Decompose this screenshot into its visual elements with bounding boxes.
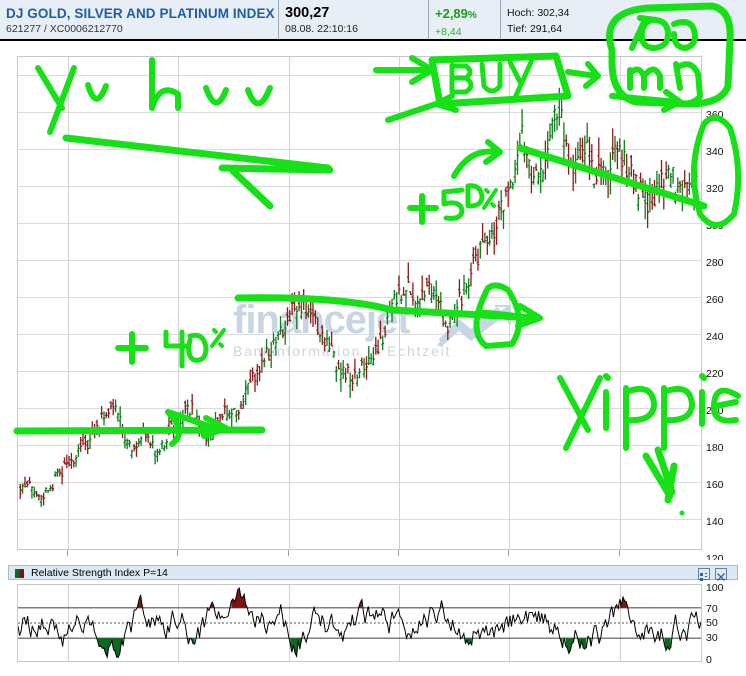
rsi-settings-button[interactable]: [698, 568, 710, 581]
ytick-360: 360: [706, 109, 724, 121]
ytick-260: 260: [706, 294, 724, 306]
rsi-ytick-70: 70: [706, 603, 718, 615]
instrument-cell: DJ GOLD, SILVER AND PLATINUM INDEX 62127…: [0, 0, 279, 39]
day-high: Hoch: 302,34: [507, 7, 570, 19]
ytick-280: 280: [706, 257, 724, 269]
xtick-2005: [398, 550, 399, 556]
price-chart-panel: financejet Bankinformation in Echtzeit 3…: [0, 41, 746, 599]
gridline-year-2007: [620, 57, 621, 549]
gridline-160: [18, 445, 701, 446]
xtick-2003: [177, 550, 178, 556]
xtick-2007: [619, 550, 620, 556]
xtick-2004: [288, 550, 289, 556]
instrument-name: DJ GOLD, SILVER AND PLATINUM INDEX: [6, 6, 275, 21]
gridline-320: [18, 149, 701, 150]
gridline-120: [18, 519, 701, 520]
rsi-panel: Relative Strength Index P=14: [0, 560, 746, 676]
rsi-ytick-30: 30: [706, 632, 718, 644]
gridline-180: [18, 408, 701, 409]
rsi-gridline-2002: [68, 585, 69, 661]
gridline-year-2002: [68, 57, 69, 549]
ytick-340: 340: [706, 146, 724, 158]
rsi-ytick-0: 0: [706, 654, 712, 666]
ytick-180: 180: [706, 442, 724, 454]
ytick-200: 200: [706, 405, 724, 417]
change-percent-value: +2,89: [435, 6, 468, 21]
rsi-gridline-2006: [509, 585, 510, 661]
gridline-360: [18, 75, 701, 76]
rsi-ytick-100: 100: [706, 582, 724, 594]
ytick-300: 300: [706, 220, 724, 232]
gridline-220: [18, 334, 701, 335]
last-price-cell: 300,27 08.08. 22:10:16: [279, 0, 429, 39]
ytick-160: 160: [706, 479, 724, 491]
day-low: Tief: 291,64: [507, 23, 563, 35]
percent-sign: %: [467, 10, 477, 21]
rsi-close-button[interactable]: [715, 568, 727, 581]
rsi-ytick-50: 50: [706, 617, 718, 629]
xtick-2002: [67, 550, 68, 556]
grid-icon: [700, 573, 707, 581]
quote-header: DJ GOLD, SILVER AND PLATINUM INDEX 62127…: [0, 0, 746, 41]
change-percent: +2,89%: [435, 2, 494, 25]
close-icon: [717, 573, 725, 581]
gridline-140: [18, 482, 701, 483]
rsi-color-swatch-icon: [15, 569, 24, 578]
gridline-340: [18, 112, 701, 113]
ytick-320: 320: [706, 183, 724, 195]
gridline-280: [18, 223, 701, 224]
ytick-140: 140: [706, 516, 724, 528]
rsi-gridline-2007: [620, 585, 621, 661]
gridline-year-2003: [178, 57, 179, 549]
rsi-plot-area[interactable]: [17, 584, 702, 662]
ytick-220: 220: [706, 368, 724, 380]
last-price: 300,27: [285, 5, 330, 21]
rsi-series: [18, 586, 701, 660]
gridline-260: [18, 260, 701, 261]
last-timestamp: 08.08. 22:10:16: [285, 23, 358, 35]
price-series-ohlc: [18, 87, 698, 507]
high-low-cell: Hoch: 302,34 Tief: 291,64: [501, 0, 746, 39]
change-cell: +2,89% +8,44: [429, 0, 501, 39]
xtick-2006: [508, 550, 509, 556]
gridline-300: [18, 186, 701, 187]
rsi-gridline-2004: [289, 585, 290, 661]
ytick-240: 240: [706, 331, 724, 343]
price-plot-area[interactable]: financejet Bankinformation in Echtzeit: [17, 56, 702, 550]
rsi-title: Relative Strength Index P=14: [31, 567, 168, 579]
rsi-titlebar: Relative Strength Index P=14: [8, 565, 738, 581]
instrument-id: 621277 / XC0006212770: [6, 23, 123, 35]
change-absolute: +8,44: [435, 26, 462, 38]
